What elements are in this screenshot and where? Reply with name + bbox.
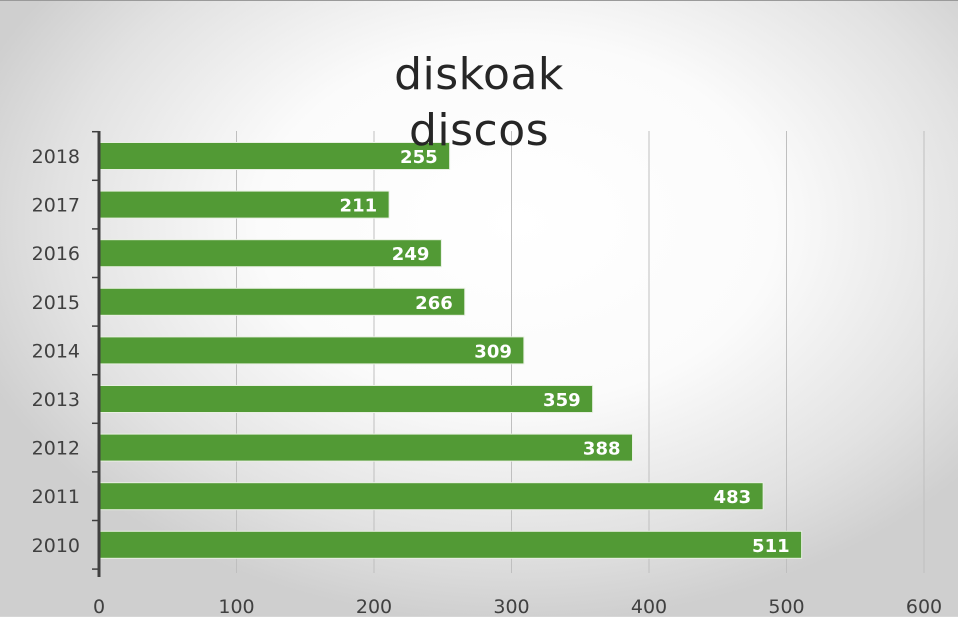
y-tick-label: 2015	[32, 292, 80, 314]
y-tick-label: 2012	[32, 438, 80, 460]
y-tick-label: 2016	[32, 243, 80, 265]
bar	[98, 239, 442, 268]
data-label: 211	[340, 196, 378, 217]
data-label: 483	[714, 487, 752, 508]
x-tick-label: 100	[218, 596, 254, 617]
y-tick-label: 2010	[32, 535, 80, 557]
x-tick-label: 300	[493, 596, 529, 617]
chart-title-line-1: diskoak	[394, 49, 564, 100]
data-label: 388	[583, 439, 621, 460]
x-tick-label: 600	[906, 596, 942, 617]
x-tick-label: 200	[356, 596, 392, 617]
y-tick-label: 2017	[32, 195, 80, 217]
data-labels: 255 211 249 266 309 359 388 483 511	[340, 147, 790, 557]
bar	[98, 530, 803, 559]
x-tick-label: 400	[631, 596, 667, 617]
data-label: 266	[415, 293, 453, 314]
data-label: 255	[400, 147, 438, 168]
data-label: 309	[474, 341, 512, 362]
y-tick-label: 2014	[32, 340, 80, 362]
x-tick-label: 0	[93, 596, 105, 617]
x-tick-label: 500	[768, 596, 804, 617]
bar	[98, 336, 525, 365]
y-tick-label: 2018	[32, 146, 80, 168]
data-label: 511	[752, 536, 790, 557]
y-tick-label: 2013	[32, 389, 80, 411]
bar	[98, 482, 764, 511]
y-tick-label: 2011	[32, 486, 80, 508]
data-label: 359	[543, 390, 581, 411]
axes: 0 100 200 300 400 500 600 2018 2017 2016 2015 2014 2…	[32, 130, 942, 617]
data-label: 249	[392, 244, 430, 265]
bar	[98, 433, 633, 462]
bar	[98, 287, 466, 316]
bars	[98, 142, 803, 559]
chart-title-line-2: discos	[408, 105, 550, 156]
bar	[98, 385, 594, 413]
bar	[98, 142, 451, 170]
